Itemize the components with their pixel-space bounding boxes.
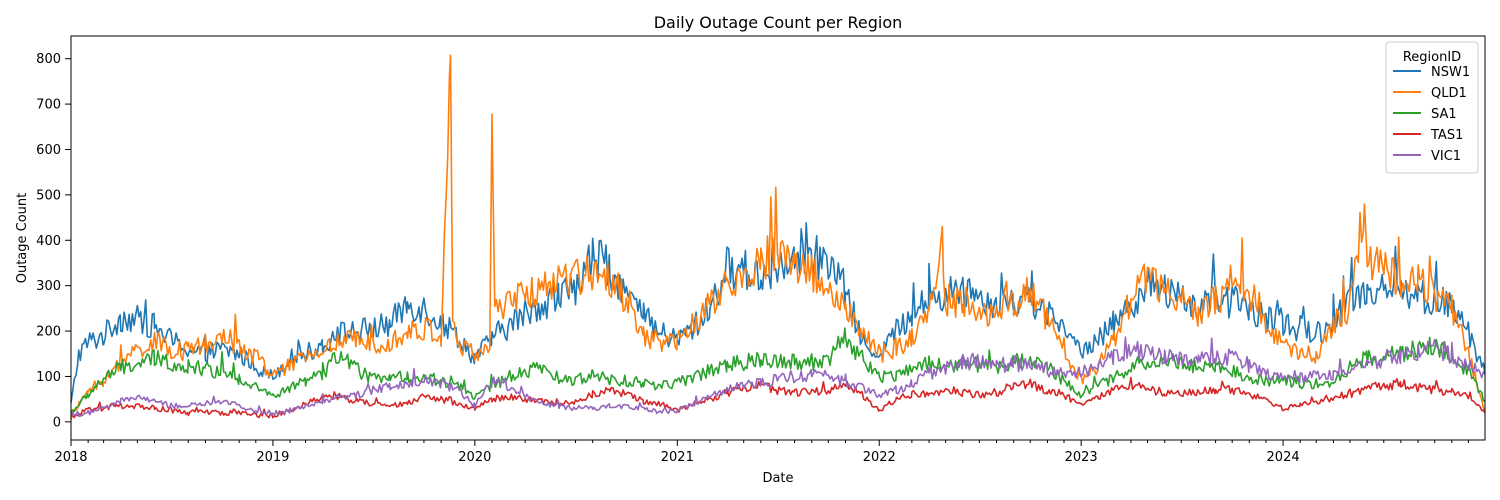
- x-tick-label: 2021: [661, 450, 694, 465]
- y-tick-label: 700: [36, 98, 61, 113]
- series-line-vic1: [70, 336, 1486, 418]
- series-line-sa1: [70, 327, 1486, 414]
- legend-title: RegionID: [1403, 50, 1461, 65]
- x-axis-title: Date: [762, 471, 793, 486]
- legend-box: [1385, 41, 1479, 174]
- legend-items: NSW1 QLD1 SA1 TAS1 VIC1: [1393, 65, 1470, 164]
- legend-label-nsw1: NSW1: [1431, 65, 1470, 80]
- y-axis: 0 100 200 300 400 500 600 700 800: [36, 52, 71, 430]
- chart-title: Daily Outage Count per Region: [654, 13, 903, 32]
- x-tick-label: 2022: [863, 450, 896, 465]
- y-tick-label: 500: [36, 188, 61, 203]
- series-layer: [70, 54, 1486, 420]
- y-tick-label: 0: [53, 415, 61, 430]
- series-line-qld1: [70, 54, 1486, 420]
- x-tick-label: 2024: [1267, 450, 1300, 465]
- legend-label-vic1: VIC1: [1431, 149, 1461, 164]
- x-tick-label: 2020: [458, 450, 491, 465]
- y-tick-label: 400: [36, 234, 61, 249]
- y-tick-label: 600: [36, 143, 61, 158]
- legend-label-tas1: TAS1: [1430, 128, 1463, 143]
- y-tick-label: 200: [36, 325, 61, 340]
- x-tick-label: 2023: [1065, 450, 1098, 465]
- plot-frame: [70, 35, 1486, 441]
- x-axis: 2018 2019 2020 2021 2022 2023 2024: [54, 440, 1469, 465]
- x-tick-label: 2019: [256, 450, 289, 465]
- y-tick-label: 100: [36, 370, 61, 385]
- y-axis-title: Outage Count: [15, 193, 30, 284]
- legend-label-sa1: SA1: [1431, 107, 1457, 122]
- y-tick-label: 800: [36, 52, 61, 67]
- x-tick-label: 2018: [54, 450, 87, 465]
- plot-area: [70, 35, 1486, 441]
- legend: RegionID NSW1 QLD1 SA1 TAS1 VIC1: [1385, 41, 1479, 174]
- legend-label-qld1: QLD1: [1431, 86, 1467, 101]
- y-tick-label: 300: [36, 279, 61, 294]
